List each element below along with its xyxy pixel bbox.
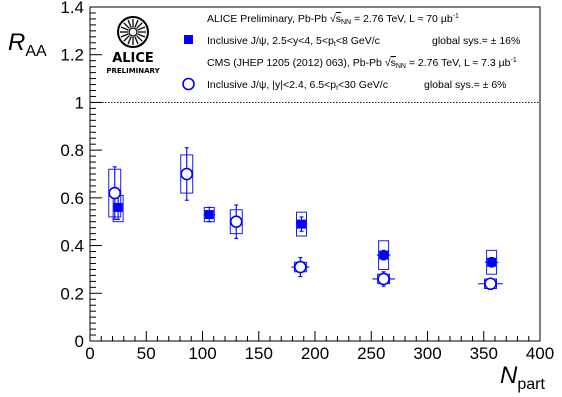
data-point-alice [295, 211, 308, 237]
marker-square [297, 219, 306, 229]
x-tick-label: 0 [85, 344, 94, 363]
legend-cms-entry: Inclusive J/ψ, |y|<2.4, 6.5<pt<30 GeV/c [207, 79, 388, 92]
marker-circle [484, 277, 497, 291]
logo-ray [120, 26, 129, 31]
legend-alice-sys: global sys.= ± 16% [432, 35, 520, 47]
logo-ray [127, 36, 132, 45]
data-point-cms [180, 147, 194, 201]
x-tick-label: 400 [526, 344, 554, 363]
data-point-cms [229, 204, 243, 239]
legend-alice-entry: Inclusive J/ψ, 2.5<y<4, 5<pt<8 GeV/c [207, 35, 380, 48]
y-tick-label: 0.8 [60, 141, 84, 160]
marker-circle [229, 215, 243, 229]
data-point-cms [372, 271, 395, 287]
marker-square [204, 210, 214, 220]
marker-circle [294, 260, 307, 274]
logo-ray [137, 33, 146, 38]
logo-ray [134, 36, 139, 45]
marker-circle [180, 167, 194, 181]
y-tick-label: 1 [75, 93, 84, 112]
marker-circle [108, 186, 122, 200]
data-point-alice [484, 249, 499, 275]
legend-cms-header: CMS (JHEP 1205 (2012) 063), Pb-Pb √sNN =… [207, 57, 517, 70]
marker-square [113, 202, 123, 212]
y-tick-label: 0.4 [60, 237, 84, 256]
legend-cms-sys: global sys.= ± 6% [424, 79, 507, 91]
x-tick-label: 150 [245, 344, 273, 363]
data-point-cms [478, 277, 503, 291]
y-tick-label: 1.2 [60, 46, 84, 65]
logo-ray [127, 19, 132, 28]
marker-square [487, 257, 497, 267]
marker-square [379, 250, 389, 260]
logo-ray [123, 22, 130, 29]
data-point-alice [203, 206, 215, 223]
legend-cms-marker [182, 77, 195, 91]
logo-line-2: PRELIMINARY [106, 67, 160, 75]
data-point-cms [291, 256, 310, 278]
data-point-cms [108, 166, 122, 220]
logo-ray [120, 33, 129, 38]
y-tick-label: 0 [75, 332, 84, 351]
data-point-alice [376, 240, 391, 270]
y-tick-label: 1.4 [60, 0, 84, 17]
legend: ALICE Preliminary, Pb-Pb √sNN = 2.76 TeV… [182, 13, 520, 92]
logo-ray [134, 19, 139, 28]
x-tick-label: 350 [470, 344, 498, 363]
y-axis-title: RAA [8, 29, 47, 60]
alice-logo: ALICE PRELIMINARY [106, 16, 161, 75]
x-tick-label: 200 [301, 344, 329, 363]
logo-line-1: ALICE [112, 51, 154, 66]
legend-alice-header: ALICE Preliminary, Pb-Pb √sNN = 2.76 TeV… [207, 13, 459, 26]
x-axis-title: Npart [500, 362, 545, 393]
x-tick-label: 250 [357, 344, 385, 363]
x-tick-label: 50 [137, 344, 156, 363]
marker-circle [377, 272, 390, 286]
x-tick-label: 300 [413, 344, 441, 363]
x-tick-label: 100 [188, 344, 216, 363]
y-tick-label: 0.2 [60, 284, 84, 303]
logo-ray [123, 35, 130, 42]
logo-ray [136, 22, 143, 29]
legend-alice-marker [184, 35, 193, 44]
y-tick-label: 0.6 [60, 189, 84, 208]
logo-ray [137, 26, 146, 31]
logo-ray [136, 35, 143, 42]
